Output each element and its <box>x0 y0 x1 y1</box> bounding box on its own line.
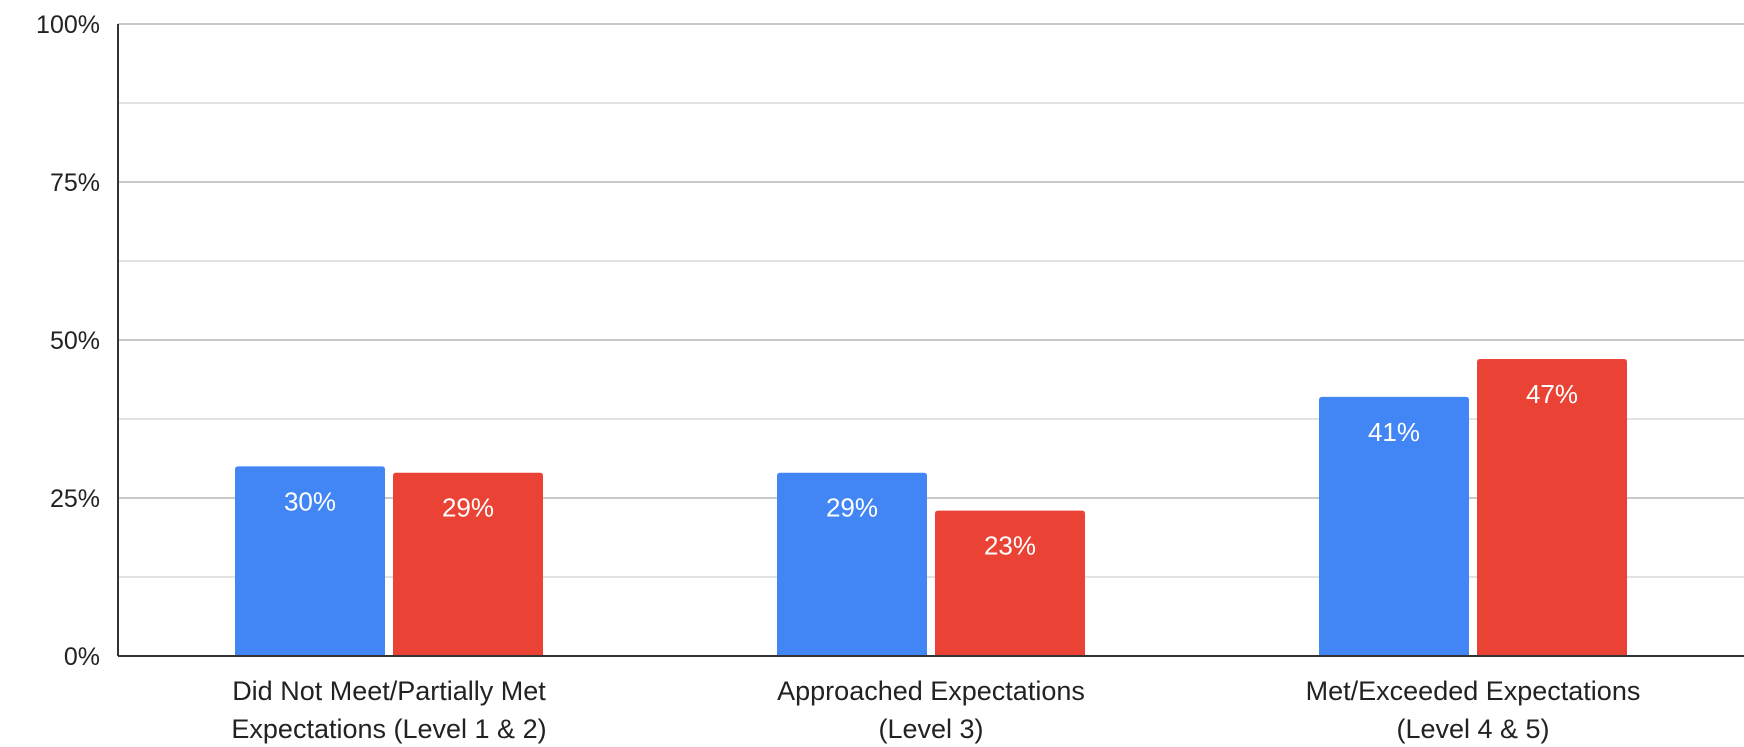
category-label: Expectations (Level 1 & 2) <box>231 714 546 744</box>
bar <box>393 472 543 656</box>
bar <box>1477 358 1627 656</box>
category-label: Approached Expectations <box>777 676 1085 706</box>
y-tick-label: 50% <box>50 327 100 355</box>
data-label: 41% <box>1368 417 1420 447</box>
y-tick-labels: 0% 25% 50% 75% 100% <box>36 11 100 671</box>
data-label: 47% <box>1526 379 1578 409</box>
category-label: (Level 3) <box>878 714 983 744</box>
bars <box>235 358 1627 656</box>
category-label: Did Not Meet/Partially Met <box>232 676 546 706</box>
data-label: 29% <box>826 493 878 523</box>
category-labels: Did Not Meet/Partially Met Expectations (… <box>231 676 1640 744</box>
data-label: 29% <box>442 493 494 523</box>
y-tick-label: 0% <box>64 643 100 671</box>
gridlines <box>118 23 1744 578</box>
y-tick-label: 100% <box>36 11 100 39</box>
data-labels: 30% 29% 29% 23% 41% 47% <box>284 379 1578 561</box>
data-label: 23% <box>984 531 1036 561</box>
data-label: 30% <box>284 486 336 516</box>
bar <box>1319 396 1469 656</box>
bar <box>235 466 385 656</box>
bar <box>935 510 1085 656</box>
y-tick-label: 25% <box>50 485 100 513</box>
category-label: (Level 4 & 5) <box>1396 714 1549 744</box>
category-label: Met/Exceeded Expectations <box>1306 676 1641 706</box>
y-tick-label: 75% <box>50 169 100 197</box>
axes <box>117 24 1744 657</box>
bar <box>777 472 927 656</box>
